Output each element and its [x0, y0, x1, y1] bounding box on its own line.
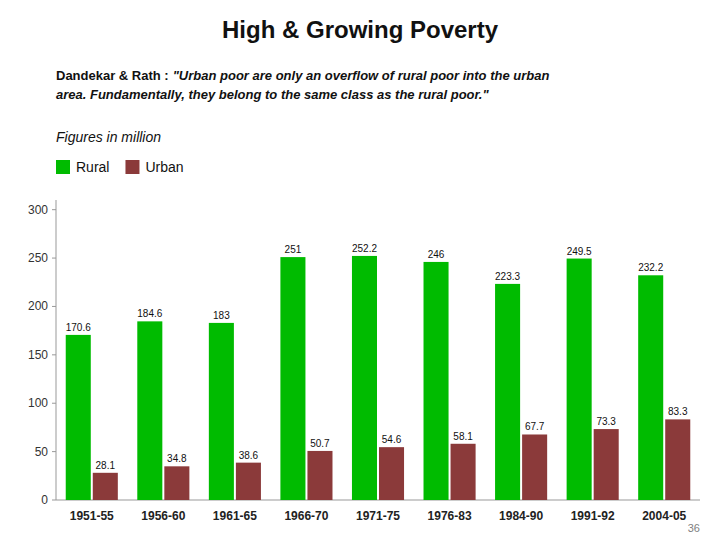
y-tick — [52, 306, 56, 307]
x-tick-label: 2004-05 — [642, 509, 686, 523]
y-axis-line — [56, 200, 57, 500]
bar — [66, 335, 91, 500]
quote-line: area. Fundamentally, they belong to the … — [56, 87, 489, 102]
data-label: 249.5 — [567, 246, 592, 257]
data-label: 34.8 — [167, 453, 187, 464]
data-label: 232.2 — [638, 262, 663, 273]
data-label: 67.7 — [525, 421, 545, 432]
x-tick-label: 1956-60 — [141, 509, 185, 523]
y-tick-label: 150 — [28, 348, 48, 362]
data-labels: 170.6 28.1 184.6 34.8 183 38.6 251 50.7 252.2 54.… — [66, 243, 688, 471]
x-tick-label: 1961-65 — [213, 509, 257, 523]
bar — [495, 284, 520, 500]
y-tick-label: 300 — [28, 203, 48, 217]
chart: High & Growing PovertyDandekar & Rath : … — [0, 0, 720, 540]
subtitle: Dandekar & Rath : — [56, 68, 169, 83]
legend-swatch — [56, 160, 70, 174]
y-tick — [52, 258, 56, 259]
legend-label: Rural — [76, 159, 109, 175]
data-label: 170.6 — [66, 322, 91, 333]
data-label: 252.2 — [352, 243, 377, 254]
data-label: 38.6 — [239, 450, 259, 461]
data-label: 58.1 — [453, 431, 473, 442]
y-tick — [52, 403, 56, 404]
bar — [522, 434, 547, 500]
bar — [424, 262, 449, 500]
x-tick-label: 1976-83 — [428, 509, 472, 523]
y-tick — [52, 500, 56, 501]
bar — [451, 444, 476, 500]
y-tick-label: 250 — [28, 251, 48, 265]
data-label: 73.3 — [596, 416, 616, 427]
data-label: 28.1 — [96, 460, 116, 471]
bar — [665, 419, 690, 500]
x-tick-label: 1984-90 — [499, 509, 543, 523]
legend-label: Urban — [145, 159, 183, 175]
bar — [307, 451, 332, 500]
bar — [93, 473, 118, 500]
data-label: 251 — [285, 244, 302, 255]
page-number: 36 — [688, 522, 700, 534]
y-tick — [52, 451, 56, 452]
title: High & Growing Poverty — [222, 16, 499, 43]
x-tick-label: 1971-75 — [356, 509, 400, 523]
legend-swatch — [125, 160, 139, 174]
x-tick-label: 1966-70 — [284, 509, 328, 523]
bar — [567, 259, 592, 500]
bar — [137, 321, 162, 500]
x-tick-label: 1951-55 — [70, 509, 114, 523]
bar — [594, 429, 619, 500]
y-tick-label: 200 — [28, 299, 48, 313]
y-tick-label: 0 — [41, 493, 48, 507]
y-tick — [52, 354, 56, 355]
data-label: 183 — [213, 310, 230, 321]
data-label: 50.7 — [310, 438, 330, 449]
figures-label: Figures in million — [56, 129, 161, 145]
bar — [352, 256, 377, 500]
data-label: 83.3 — [668, 406, 688, 417]
quote-line: "Urban poor are only an overflow of rura… — [173, 68, 550, 83]
bar — [638, 275, 663, 500]
bar — [280, 257, 305, 500]
x-tick-label: 1991-92 — [571, 509, 615, 523]
bars — [66, 256, 691, 500]
bar — [164, 466, 189, 500]
data-label: 184.6 — [137, 308, 162, 319]
bar — [379, 447, 404, 500]
y-tick-label: 100 — [28, 396, 48, 410]
bar — [209, 323, 234, 500]
data-label: 54.6 — [382, 434, 402, 445]
data-label: 246 — [428, 249, 445, 260]
y-tick-label: 50 — [35, 445, 49, 459]
bar — [236, 463, 261, 500]
legend: Rural Urban — [56, 159, 184, 175]
y-tick — [52, 209, 56, 210]
data-label: 223.3 — [495, 271, 520, 282]
quote: "Urban poor are only an overflow of rura… — [56, 68, 549, 102]
